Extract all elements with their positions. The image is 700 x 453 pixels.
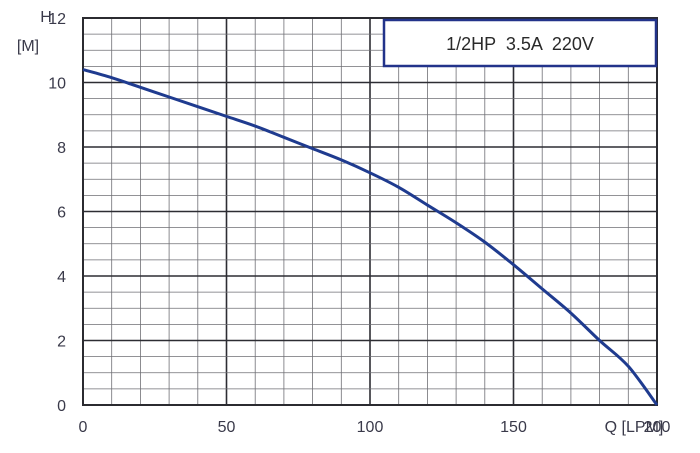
y-tick-label: 10 bbox=[48, 76, 66, 93]
y-tick-label: 8 bbox=[57, 140, 66, 157]
grid-lines bbox=[82, 17, 658, 406]
x-tick-label: 100 bbox=[357, 419, 384, 436]
x-tick-label: 200 bbox=[644, 419, 671, 436]
y-tick-label: 4 bbox=[57, 269, 66, 286]
x-tick-label: 50 bbox=[218, 419, 236, 436]
y-tick-labels: 0 2 4 6 8 10 12 bbox=[48, 11, 66, 415]
plot-frame bbox=[82, 17, 658, 406]
annotation-text: 1/2HP 3.5A 220V bbox=[446, 34, 594, 54]
y-tick-label: 6 bbox=[57, 205, 66, 222]
y-tick-label: 12 bbox=[48, 11, 66, 28]
x-axis-label: Q [LPM] bbox=[605, 419, 664, 436]
y-axis-label-line2: [M] bbox=[17, 38, 39, 55]
x-tick-label: 0 bbox=[79, 419, 88, 436]
x-tick-label: 150 bbox=[500, 419, 527, 436]
y-tick-label: 2 bbox=[57, 334, 66, 351]
y-axis-label-line1: H bbox=[40, 9, 52, 26]
annotation-box bbox=[382, 18, 658, 68]
x-tick-labels: 0 50 100 150 200 bbox=[79, 419, 671, 436]
y-tick-label: 0 bbox=[57, 398, 66, 415]
series-line bbox=[82, 68, 659, 406]
